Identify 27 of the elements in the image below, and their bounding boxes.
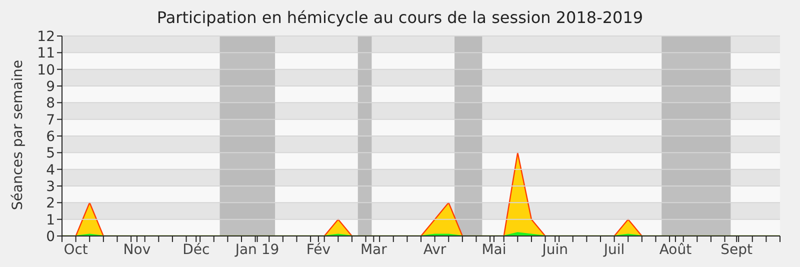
y-tick-label: 10 xyxy=(37,62,55,78)
x-tick-label: Fév xyxy=(306,242,331,258)
chart-title: Participation en hémicycle au cours de la session 2018-2019 xyxy=(156,8,644,27)
x-tick-label: Jan 19 xyxy=(234,242,280,258)
y-tick-label: 0 xyxy=(46,228,55,245)
y-tick-label: 2 xyxy=(46,196,55,212)
y-tick-label: 9 xyxy=(46,78,55,95)
y-tick-label: 3 xyxy=(46,178,55,195)
x-tick-label: Avr xyxy=(423,242,446,258)
y-tick-label: 11 xyxy=(37,46,55,62)
x-tick-label: Nov xyxy=(123,242,151,258)
y-tick-label: 7 xyxy=(46,112,55,128)
x-tick-label: Mai xyxy=(482,242,506,258)
x-tick-label: Déc xyxy=(182,242,210,258)
y-tick-label: 6 xyxy=(46,128,56,145)
x-tick-label: Oct xyxy=(64,242,88,258)
x-tick-label: Juin xyxy=(541,242,568,258)
x-tick-label: Juil xyxy=(602,242,625,258)
y-tick-label: 1 xyxy=(46,212,55,228)
y-tick-label: 8 xyxy=(46,96,55,112)
y-tick-label: 12 xyxy=(37,28,55,45)
y-tick-label: 5 xyxy=(46,146,55,162)
x-tick-label: Sept xyxy=(720,242,754,258)
x-tick-label: Mar xyxy=(360,242,388,258)
y-axis-title: Séances par semaine xyxy=(10,60,26,210)
x-tick-label: Août xyxy=(659,242,692,258)
y-tick-label: 4 xyxy=(46,162,56,178)
